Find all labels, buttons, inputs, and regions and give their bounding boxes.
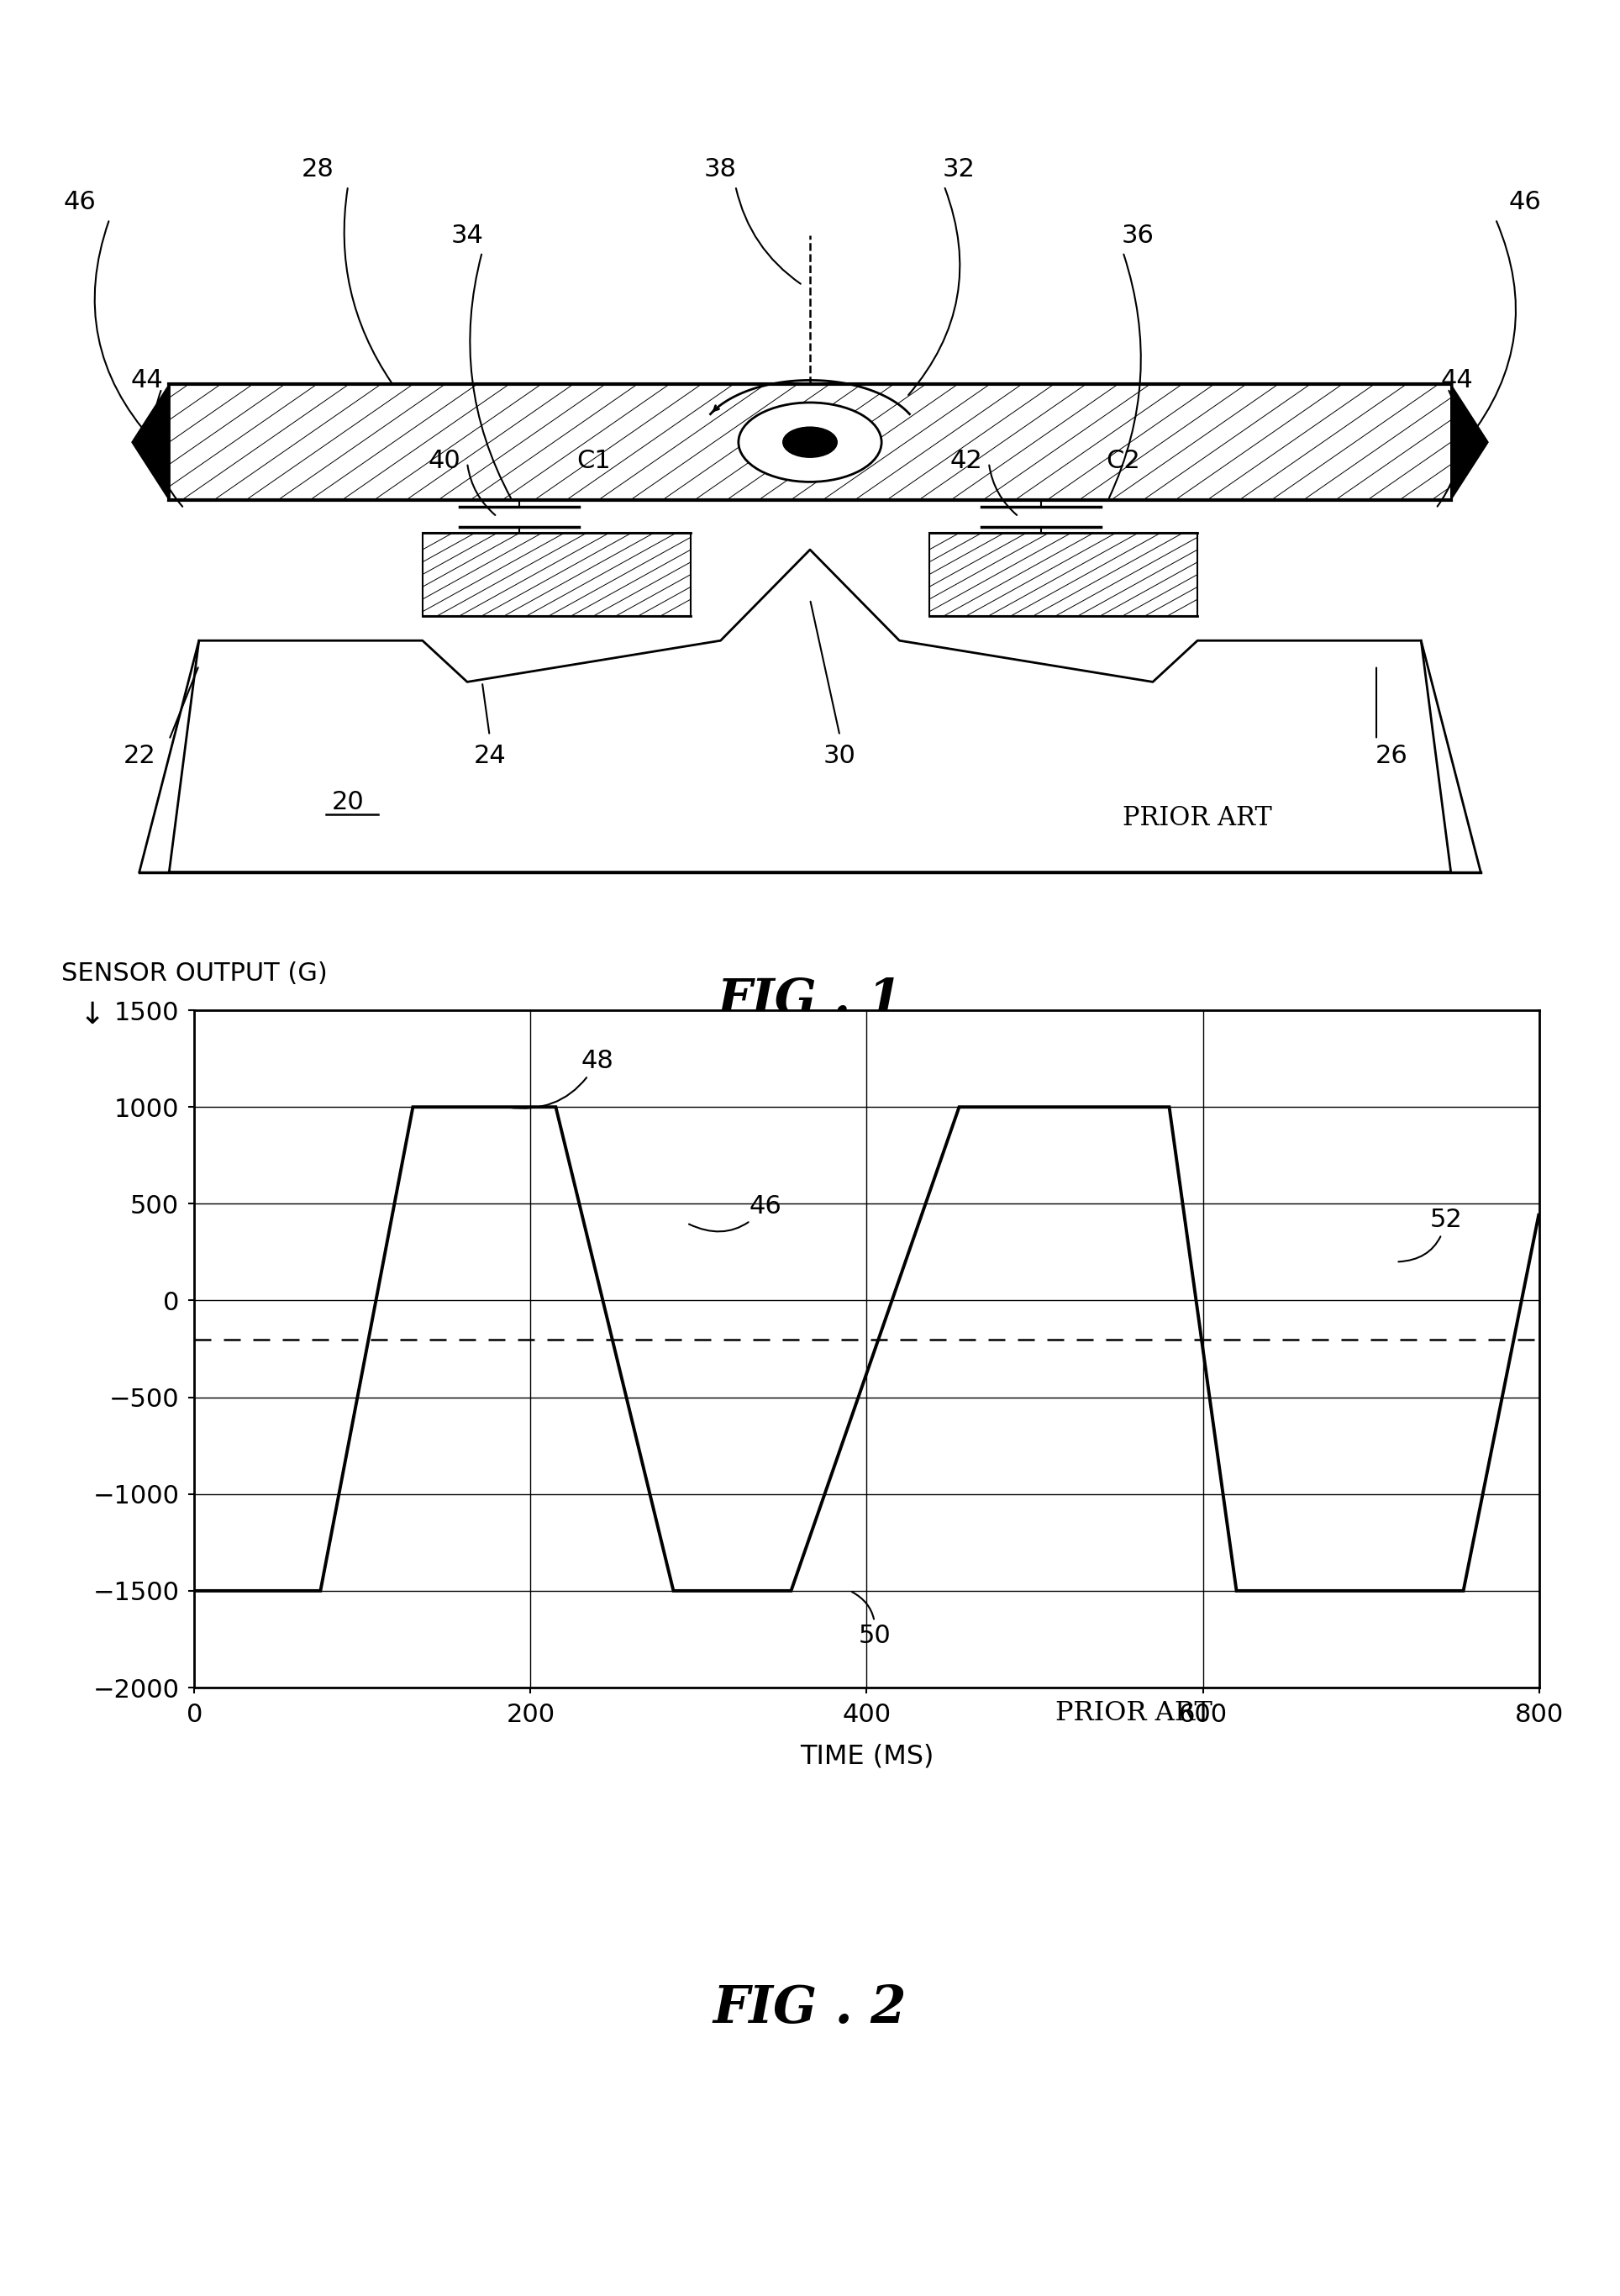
Text: 24: 24 <box>473 744 505 769</box>
Text: 40: 40 <box>429 450 462 473</box>
Text: 46: 46 <box>63 191 96 216</box>
Text: 42: 42 <box>951 450 983 473</box>
Text: 46: 46 <box>1510 191 1542 216</box>
Text: 52: 52 <box>1398 1208 1463 1263</box>
Text: C1: C1 <box>577 450 611 473</box>
Circle shape <box>782 427 838 457</box>
Text: 38: 38 <box>705 156 737 181</box>
Text: 44: 44 <box>131 367 164 393</box>
Text: FIG . 2: FIG . 2 <box>713 1984 907 2034</box>
Bar <box>168 383 1452 501</box>
Text: 20: 20 <box>332 790 364 815</box>
Text: PRIOR ART: PRIOR ART <box>1123 806 1272 831</box>
Text: FIG . 1: FIG . 1 <box>718 976 902 1024</box>
Polygon shape <box>131 383 168 501</box>
Polygon shape <box>139 872 1481 914</box>
Circle shape <box>739 402 881 482</box>
Text: 26: 26 <box>1375 744 1408 769</box>
Text: PRIOR ART: PRIOR ART <box>1056 1699 1212 1727</box>
Text: 46: 46 <box>688 1194 781 1231</box>
Text: ↓: ↓ <box>79 1001 105 1029</box>
Polygon shape <box>1452 383 1489 501</box>
X-axis label: TIME (MS): TIME (MS) <box>800 1743 933 1770</box>
Text: 36: 36 <box>1121 223 1153 248</box>
Text: SENSOR OUTPUT (G): SENSOR OUTPUT (G) <box>62 962 327 985</box>
Text: 34: 34 <box>450 223 483 248</box>
Text: 30: 30 <box>823 744 855 769</box>
Polygon shape <box>168 549 1452 872</box>
Text: 50: 50 <box>852 1591 891 1649</box>
Text: C2: C2 <box>1106 450 1140 473</box>
Bar <box>423 533 690 615</box>
Text: 28: 28 <box>301 156 334 181</box>
Text: 48: 48 <box>507 1049 614 1109</box>
Text: 32: 32 <box>943 156 975 181</box>
Text: 22: 22 <box>123 744 156 769</box>
Bar <box>930 533 1197 615</box>
Text: 44: 44 <box>1440 367 1473 393</box>
